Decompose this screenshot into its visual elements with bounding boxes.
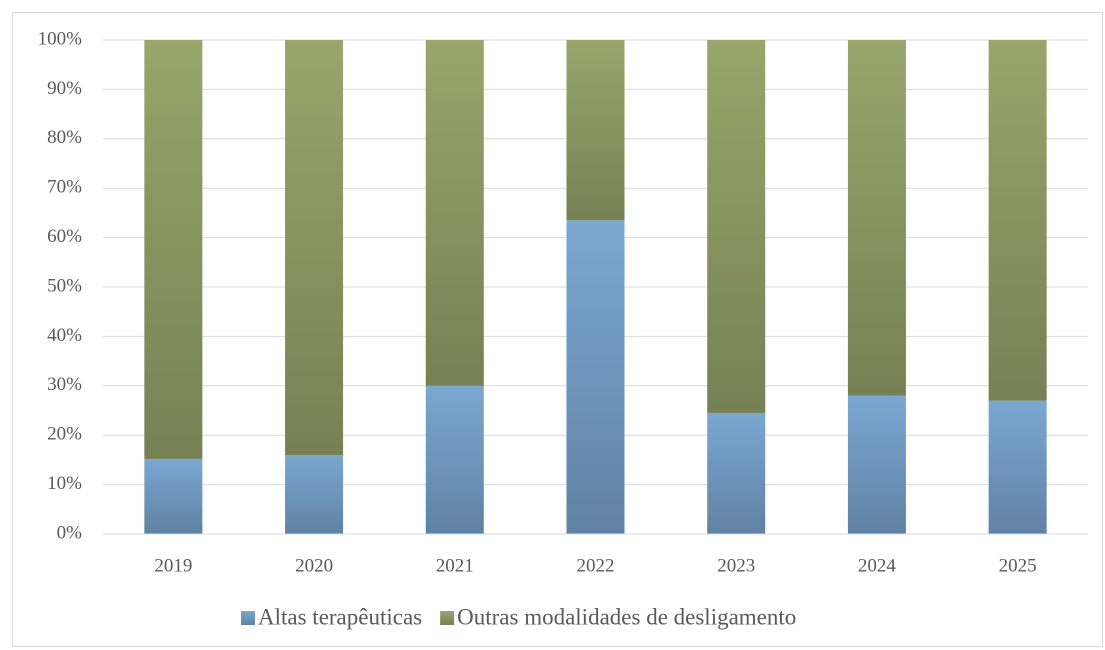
y-tick-label: 70% bbox=[47, 177, 82, 198]
x-tick-label: 2021 bbox=[436, 555, 474, 576]
bar-shade bbox=[425, 40, 484, 386]
x-tick-label: 2019 bbox=[154, 555, 192, 576]
y-tick-label: 60% bbox=[47, 226, 82, 247]
x-tick-label: 2023 bbox=[717, 555, 755, 576]
legend-label: Altas terapêuticas bbox=[258, 604, 422, 629]
legend: Altas terapêuticas Outras modalidades de … bbox=[241, 604, 796, 629]
y-tick-label: 40% bbox=[47, 325, 82, 346]
x-tick-label: 2020 bbox=[295, 555, 333, 576]
legend-swatch-shade bbox=[241, 611, 255, 625]
bar-shade bbox=[707, 40, 766, 413]
y-tick-label: 100% bbox=[38, 28, 83, 49]
bar-shade bbox=[566, 40, 625, 221]
bar-shade bbox=[285, 454, 344, 534]
y-tick-label: 90% bbox=[47, 78, 82, 99]
y-tick-label: 20% bbox=[47, 424, 82, 445]
bar-shade bbox=[988, 400, 1047, 534]
bar-shade bbox=[144, 40, 203, 459]
x-tick-label: 2025 bbox=[999, 555, 1037, 576]
legend-label: Outras modalidades de desligamento bbox=[457, 604, 796, 629]
x-tick-label: 2024 bbox=[858, 555, 897, 576]
y-tick-label: 0% bbox=[57, 522, 83, 543]
y-tick-label: 10% bbox=[47, 473, 82, 494]
bar-shade bbox=[847, 40, 906, 396]
bar-shade bbox=[988, 40, 1047, 401]
legend-swatch-shade bbox=[440, 611, 455, 625]
y-tick-label: 80% bbox=[47, 127, 82, 148]
bar-shade bbox=[425, 385, 484, 534]
bar-shade bbox=[847, 395, 906, 534]
y-tick-label: 50% bbox=[47, 275, 82, 296]
bar-shade bbox=[707, 412, 766, 534]
bar-shade bbox=[566, 220, 625, 534]
bar-shade bbox=[144, 458, 203, 534]
bar-shade bbox=[285, 40, 344, 455]
y-tick-label: 30% bbox=[47, 374, 82, 395]
x-tick-label: 2022 bbox=[577, 555, 615, 576]
